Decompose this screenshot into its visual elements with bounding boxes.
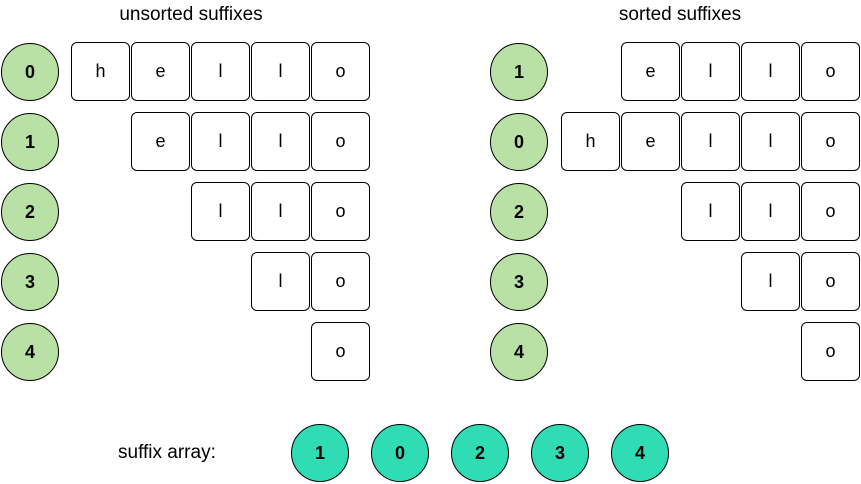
sorted-char-box: h [561, 112, 620, 171]
unsorted-char-box: l [191, 42, 250, 101]
suffix-array-circle: 0 [371, 424, 429, 482]
unsorted-char-box: l [191, 112, 250, 171]
sorted-char-box: e [621, 42, 680, 101]
sorted-char-box: o [801, 252, 860, 311]
sorted-char-box: l [741, 252, 800, 311]
unsorted-char-box: l [251, 252, 310, 311]
unsorted-char-box: l [191, 182, 250, 241]
suffix-array-circle: 1 [291, 424, 349, 482]
sorted-char-box: o [801, 42, 860, 101]
suffix-array-circle: 2 [451, 424, 509, 482]
unsorted-char-box: e [131, 42, 190, 101]
sorted-char-box: l [741, 112, 800, 171]
sorted-title: sorted suffixes [618, 4, 742, 25]
unsorted-index-circle: 3 [1, 253, 59, 311]
unsorted-char-box: o [311, 42, 370, 101]
suffix-array-circle: 3 [531, 424, 589, 482]
unsorted-index-circle: 4 [1, 323, 59, 381]
unsorted-index-circle: 0 [1, 43, 59, 101]
sorted-char-box: l [681, 112, 740, 171]
suffix-array-circle: 4 [611, 424, 669, 482]
unsorted-char-box: l [251, 182, 310, 241]
sorted-index-circle: 1 [490, 43, 548, 101]
unsorted-char-box: h [71, 42, 130, 101]
sorted-index-circle: 3 [490, 253, 548, 311]
unsorted-char-box: l [251, 42, 310, 101]
sorted-index-circle: 4 [490, 323, 548, 381]
sorted-index-circle: 0 [490, 113, 548, 171]
unsorted-title: unsorted suffixes [119, 4, 263, 25]
sorted-char-box: l [681, 182, 740, 241]
unsorted-char-box: o [311, 112, 370, 171]
unsorted-index-circle: 1 [1, 113, 59, 171]
suffix-array-label: suffix array: [118, 442, 216, 463]
unsorted-char-box: o [311, 322, 370, 381]
sorted-char-box: l [741, 182, 800, 241]
sorted-char-box: l [741, 42, 800, 101]
unsorted-char-box: e [131, 112, 190, 171]
sorted-char-box: o [801, 182, 860, 241]
unsorted-index-circle: 2 [1, 183, 59, 241]
sorted-char-box: l [681, 42, 740, 101]
sorted-char-box: o [801, 112, 860, 171]
sorted-index-circle: 2 [490, 183, 548, 241]
unsorted-char-box: o [311, 182, 370, 241]
sorted-char-box: o [801, 322, 860, 381]
unsorted-char-box: o [311, 252, 370, 311]
unsorted-char-box: l [251, 112, 310, 171]
sorted-char-box: e [621, 112, 680, 171]
